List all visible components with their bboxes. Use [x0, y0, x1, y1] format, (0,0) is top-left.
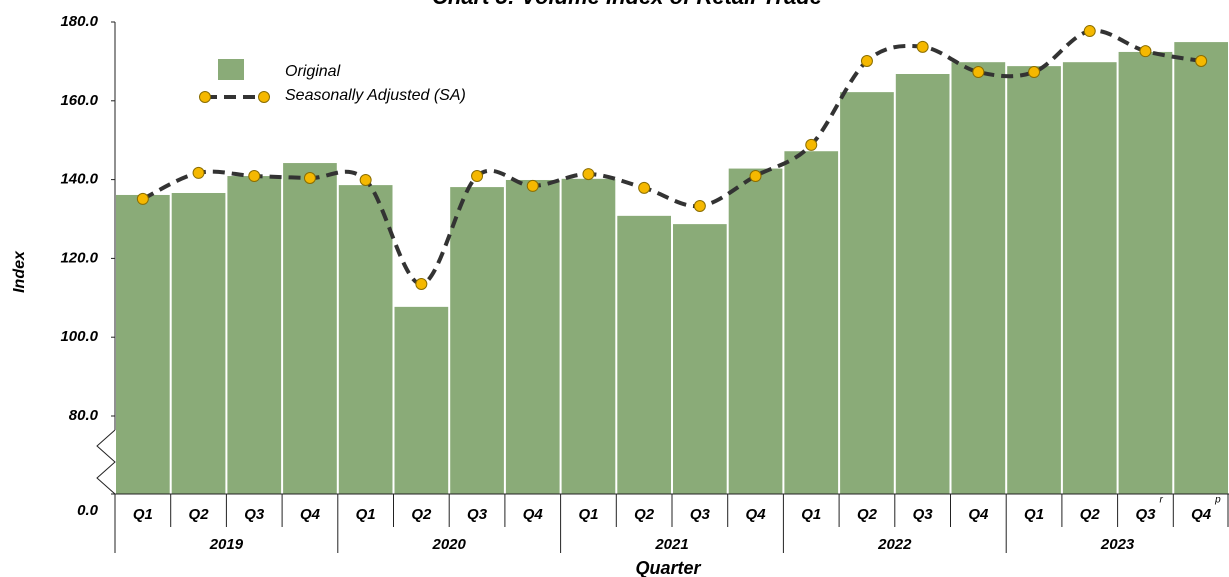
bar — [895, 74, 950, 495]
y-tick-label: 0.0 — [77, 502, 99, 519]
sa-marker — [1195, 55, 1208, 68]
year-label: 2020 — [432, 536, 467, 553]
x-tick-label: Q2 — [857, 506, 878, 523]
sa-marker — [1139, 45, 1152, 58]
bar — [338, 185, 393, 494]
bar — [840, 92, 894, 494]
sa-marker — [805, 138, 818, 151]
axis-break — [96, 429, 116, 495]
sa-marker — [415, 278, 428, 291]
sa-marker — [526, 179, 539, 192]
legend-label: Seasonally Adjusted (SA) — [285, 87, 466, 104]
x-tick-label: Q3 — [913, 506, 934, 523]
x-tick-label: Q2 — [189, 506, 210, 523]
sa-marker — [303, 172, 316, 185]
x-tick-label: Q1 — [1024, 506, 1044, 523]
bar — [673, 224, 727, 494]
bar — [951, 62, 1006, 495]
y-tick-label: 160.0 — [60, 92, 98, 109]
bar — [1118, 51, 1173, 494]
bar — [1007, 66, 1061, 495]
year-label: 2019 — [209, 536, 244, 553]
x-tick-label: Q4 — [523, 506, 544, 523]
x-tick-label: Q3 — [467, 506, 488, 523]
sa-marker — [749, 170, 762, 183]
bar — [728, 168, 783, 494]
legend-label: Original — [285, 63, 341, 80]
x-tick-label: Q1 — [133, 506, 153, 523]
x-tick-label: Q1 — [356, 506, 376, 523]
bar — [505, 179, 560, 494]
sa-marker — [860, 55, 873, 68]
legend-marker — [258, 91, 270, 103]
x-tick-label: Q2 — [411, 506, 432, 523]
y-tick-label: 100.0 — [60, 328, 98, 345]
bar — [450, 187, 504, 494]
x-tick-label: Q3 — [244, 506, 265, 523]
bar — [1174, 42, 1228, 495]
y-axis-label: Index — [11, 250, 28, 293]
year-label: 2021 — [654, 536, 688, 553]
sa-marker — [972, 66, 985, 79]
bar — [116, 194, 170, 494]
sa-marker — [693, 199, 706, 212]
category-mark: p — [1214, 495, 1221, 506]
bar — [617, 215, 671, 494]
legend-marker — [199, 91, 211, 103]
sa-marker — [1028, 66, 1041, 79]
y-tick-label: 140.0 — [60, 171, 98, 188]
x-tick-label: Q1 — [578, 506, 598, 523]
bar — [283, 163, 337, 494]
bar — [1062, 62, 1117, 495]
legend-swatch — [218, 59, 244, 80]
y-tick-label: 120.0 — [60, 249, 98, 266]
x-tick-label: Q4 — [746, 506, 767, 523]
y-tick-label: 80.0 — [69, 407, 99, 424]
sa-marker — [582, 168, 595, 181]
x-tick-label: Q3 — [1135, 506, 1156, 523]
sa-marker — [638, 181, 651, 194]
sa-line — [141, 28, 1202, 287]
sa-marker — [1083, 25, 1096, 38]
sa-marker — [359, 173, 372, 186]
bar — [171, 192, 226, 494]
x-tick-label: Q4 — [1191, 506, 1212, 523]
bar — [561, 178, 616, 494]
year-label: 2023 — [1100, 536, 1135, 553]
sa-marker — [136, 192, 149, 205]
x-axis-label: Quarter — [635, 558, 701, 577]
x-tick-label: Q2 — [634, 506, 655, 523]
x-tick-label: Q4 — [300, 506, 321, 523]
sa-marker — [916, 40, 929, 53]
sa-marker — [471, 170, 484, 183]
x-tick-label: Q2 — [1080, 506, 1101, 523]
x-tick-label: Q3 — [690, 506, 711, 523]
year-label: 2022 — [877, 536, 912, 553]
category-mark: r — [1159, 495, 1163, 506]
bar — [227, 176, 282, 494]
x-tick-label: Q1 — [801, 506, 821, 523]
sa-marker — [192, 166, 205, 179]
sa-marker — [248, 170, 261, 183]
x-tick-label: Q4 — [968, 506, 989, 523]
bar — [394, 306, 449, 494]
y-tick-label: 180.0 — [60, 13, 98, 30]
chart-title: Chart 5: Volume Index of Retail Trade — [432, 0, 822, 9]
bar — [784, 151, 839, 494]
